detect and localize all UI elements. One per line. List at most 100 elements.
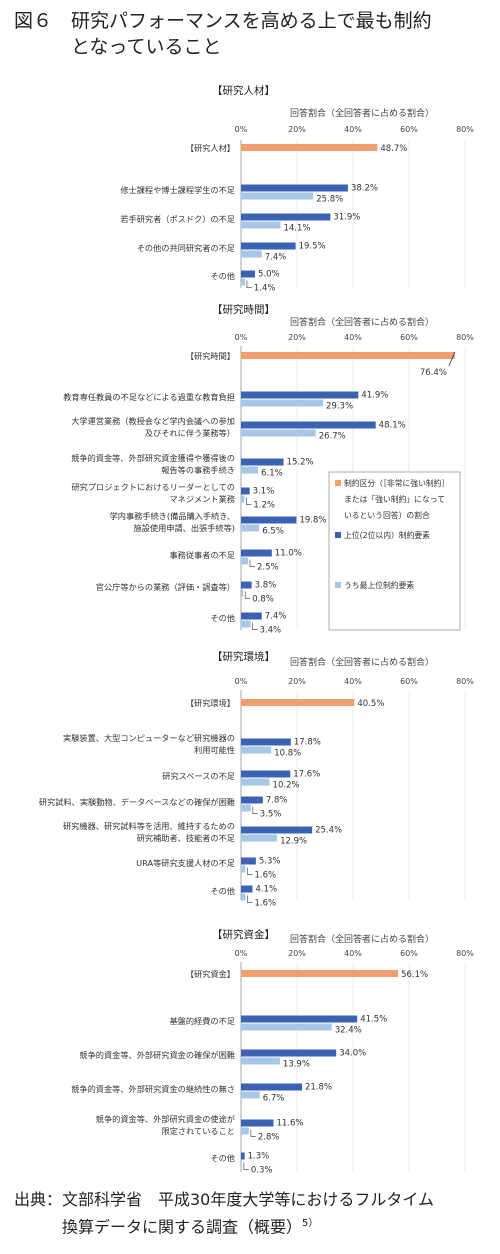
chart-3-category-label-line-1: 限定されていること: [162, 1126, 235, 1136]
chart-0-category-label: 【研究人材】: [186, 143, 235, 153]
chart-1-bar-top3: [241, 421, 376, 429]
chart-2-leader-line: [252, 806, 258, 814]
figure-source: 出典：文部科学省 平成30年度大学等におけるフルタイム 換算データに関する調査（…: [14, 1188, 494, 1239]
chart-0-bar-top3: [241, 270, 255, 278]
chart-3-data-label-top1: 2.8%: [258, 1133, 280, 1143]
chart-2-leader-line: [247, 895, 253, 903]
chart-2-bar-top3: [241, 796, 263, 804]
chart-1-bar-top1: [241, 495, 245, 503]
chart-2-bar-top1: [241, 834, 278, 842]
chart-3-bar-top1: [241, 1160, 242, 1168]
chart-3-bar-top1: [241, 1023, 332, 1031]
chart-2-bar-top3: [241, 770, 291, 778]
chart-1-bar-top1: [241, 589, 244, 597]
chart-2-bar-top3: [241, 826, 313, 834]
chart-1-tick-label: 40%: [344, 333, 362, 342]
chart-1-bar-category: [241, 352, 455, 359]
legend-swatch-category: [335, 480, 341, 486]
chart-1-data-label-top1: 29.3%: [326, 402, 353, 412]
chart-0-data-label-top1: 14.1%: [283, 224, 310, 234]
chart-2-data-label-top1: 3.5%: [260, 810, 282, 820]
chart-1-category-label: その他: [210, 613, 235, 623]
chart-3-data-label-top3: 21.8%: [305, 1083, 332, 1093]
chart-1-bar-top3: [241, 516, 297, 524]
chart-3-tick-label: 60%: [400, 949, 418, 958]
chart-0-data-label-top3: 31.9%: [333, 213, 360, 223]
chart-0-bar-top1: [241, 250, 262, 258]
chart-1-category-label-line-1: 及びそれに伴う業務等）: [145, 428, 235, 438]
chart-1-data-label-top3: 11.0%: [275, 549, 302, 559]
chart-2-data-label-top3: 17.8%: [294, 738, 321, 748]
chart-1-data-label-top1: 3.4%: [260, 626, 282, 636]
chart-1-data-label-top3: 48.1%: [379, 421, 406, 431]
chart-3-leader-line: [243, 1162, 249, 1170]
chart-2-category-label-line-0: 実験装置、大型コンピューターなど研究機器の: [63, 733, 235, 743]
chart-2-data-label-top3: 5.3%: [259, 857, 281, 867]
chart-1-data-label-top3: 7.4%: [265, 612, 287, 622]
chart-3-bar-top3: [241, 1152, 245, 1160]
chart-3-category-label: その他: [210, 1153, 235, 1163]
chart-1-bar-top1: [241, 524, 260, 532]
chart-2-bar-top1: [241, 778, 270, 786]
chart-2-category-label: 【研究環境】: [186, 698, 235, 708]
chart-1-category-label: 教育専任教員の不足などによる過重な教育負担: [63, 392, 235, 402]
chart-1-data-label-top1: 1.2%: [253, 501, 275, 511]
chart-2-data-label-top1: 12.9%: [280, 837, 307, 847]
figure-source-ref: 5）: [302, 1218, 319, 1229]
chart-3-data-label-top1: 32.4%: [335, 1026, 362, 1036]
chart-1-tick-label: 80%: [456, 333, 474, 342]
chart-2-bar-top1: [241, 893, 246, 901]
chart-1-category-label-line-1: 施設使用申請、出張手続等): [134, 523, 235, 533]
chart-3-data-label-top1: 6.7%: [263, 1094, 285, 1104]
chart-2-tick-label: 80%: [456, 677, 474, 686]
chart-1-leader-line: [246, 497, 252, 505]
chart-2-category-label-line-0: 研究機器、研究試料等を活用、維持するための: [63, 821, 235, 831]
chart-3-data-label-category: 56.1%: [401, 970, 428, 980]
chart-0-tick-label: 40%: [344, 125, 362, 134]
chart-0-xlabel: 回答割合（全回答者に占める割合）: [290, 107, 434, 119]
chart-0-data-label-top3: 19.5%: [299, 242, 326, 252]
chart-1-tick-label: 0%: [235, 333, 248, 342]
chart-1-bar-top1: [241, 429, 316, 437]
chart-1-title: 【研究時間】: [212, 303, 275, 316]
chart-1-bar-top1: [241, 620, 251, 628]
legend-label-category-line-2: いるという回答）の割合: [344, 510, 430, 520]
chart-1-leader-line: [249, 559, 255, 567]
chart-2-bar-top3: [241, 738, 291, 746]
chart-0-category-label: その他: [210, 271, 235, 281]
chart-1-category-label-line-1: 報告等の事務手続き: [161, 465, 235, 475]
chart-2-bar-top3: [241, 885, 253, 893]
chart-0-data-label-top1: 1.4%: [254, 284, 276, 294]
chart-3-bar-top3: [241, 1049, 337, 1057]
chart-3-bar-top1: [241, 1127, 249, 1135]
chart-1-bar-top3: [241, 391, 359, 399]
chart-0-tick-label: 80%: [456, 125, 474, 134]
chart-2-title: 【研究環境】: [212, 650, 275, 663]
chart-0-data-label-top1: 25.8%: [316, 195, 343, 205]
chart-1-category-label: 【研究時間】: [186, 351, 235, 361]
chart-2-bar-top3: [241, 857, 256, 865]
chart-1-bar-top3: [241, 581, 252, 589]
chart-1-data-label-top3: 19.8%: [299, 516, 326, 526]
chart-1-tick-label: 60%: [400, 333, 418, 342]
chart-3-bar-top1: [241, 1057, 280, 1065]
chart-3-tick-label: 20%: [288, 949, 306, 958]
chart-2-bar-top1: [241, 804, 251, 812]
chart-3-bar-category: [241, 970, 399, 977]
chart-1-leader-line: [244, 591, 251, 599]
chart-2-data-label-top3: 7.8%: [266, 796, 288, 806]
chart-0-bar-top1: [241, 221, 281, 229]
chart-1-data-label-top3: 15.2%: [287, 458, 314, 468]
chart-1-data-label-top3: 3.1%: [253, 487, 275, 497]
chart-0-title: 【研究人材】: [212, 84, 275, 97]
chart-3-category-label: 競争的資金等、外部研究資金の継続性の無さ: [71, 1084, 235, 1094]
chart-1-category-label-line-0: 学内事務手続き(備品購入手続き、: [110, 511, 235, 521]
chart-0-data-label-category: 48.7%: [380, 144, 407, 154]
chart-0-tick-label: 60%: [400, 125, 418, 134]
chart-1-bar-top1: [241, 466, 259, 474]
chart-1-bar-top3: [241, 612, 262, 620]
legend-label-top3: 上位(2位以内）制約要素: [344, 530, 430, 540]
legend-label-top1: うち最上位制約要素: [344, 580, 414, 590]
chart-2-data-label-top3: 4.1%: [255, 885, 277, 895]
